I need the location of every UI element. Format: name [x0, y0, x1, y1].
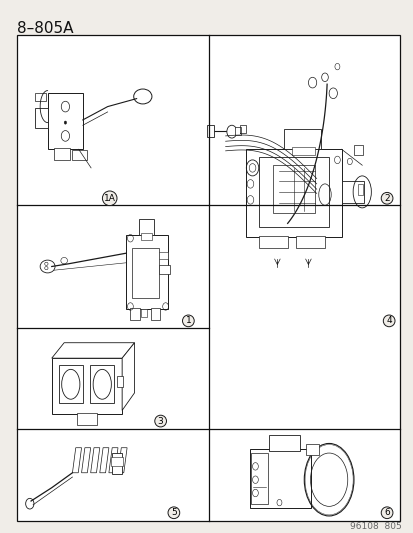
- Bar: [72, 150, 87, 160]
- Bar: [258, 236, 287, 248]
- Bar: [54, 148, 70, 160]
- Text: 6: 6: [383, 508, 389, 517]
- Bar: [90, 365, 114, 403]
- Bar: [341, 181, 363, 203]
- Bar: [295, 236, 324, 248]
- Text: 1A: 1A: [104, 194, 115, 203]
- Bar: [140, 233, 152, 240]
- Text: 4: 4: [385, 317, 391, 325]
- Bar: [112, 453, 122, 474]
- Text: 8–805A: 8–805A: [17, 21, 73, 36]
- Bar: [159, 252, 167, 259]
- Bar: [130, 308, 139, 320]
- Bar: [47, 93, 83, 149]
- Bar: [132, 248, 159, 298]
- Bar: [35, 93, 45, 101]
- Ellipse shape: [226, 125, 236, 138]
- Bar: [126, 235, 167, 309]
- Bar: [234, 127, 240, 135]
- Text: 1: 1: [185, 317, 191, 325]
- Bar: [76, 413, 97, 425]
- Polygon shape: [109, 448, 118, 473]
- Bar: [250, 449, 310, 508]
- Bar: [353, 145, 362, 155]
- Bar: [159, 265, 169, 274]
- Bar: [111, 457, 123, 466]
- Polygon shape: [100, 448, 109, 473]
- Bar: [246, 149, 341, 237]
- Bar: [52, 358, 122, 414]
- Polygon shape: [90, 448, 100, 473]
- Ellipse shape: [64, 121, 66, 124]
- Text: 3: 3: [157, 417, 163, 425]
- Bar: [306, 444, 318, 455]
- Text: 2: 2: [383, 194, 389, 203]
- Polygon shape: [72, 448, 81, 473]
- Bar: [357, 184, 362, 195]
- Bar: [59, 365, 83, 403]
- Bar: [283, 129, 320, 149]
- Bar: [268, 435, 299, 451]
- Bar: [35, 108, 48, 128]
- Bar: [273, 165, 314, 213]
- Bar: [138, 219, 154, 235]
- Bar: [116, 376, 122, 387]
- Bar: [258, 157, 328, 227]
- Polygon shape: [81, 448, 90, 473]
- Polygon shape: [122, 343, 134, 410]
- Bar: [291, 147, 314, 155]
- Text: 96108  805: 96108 805: [349, 522, 401, 531]
- Bar: [251, 453, 267, 504]
- Polygon shape: [118, 448, 127, 473]
- Text: 5: 5: [171, 508, 176, 517]
- Bar: [206, 125, 214, 137]
- Bar: [140, 309, 147, 317]
- Bar: [151, 308, 160, 320]
- Polygon shape: [52, 343, 134, 358]
